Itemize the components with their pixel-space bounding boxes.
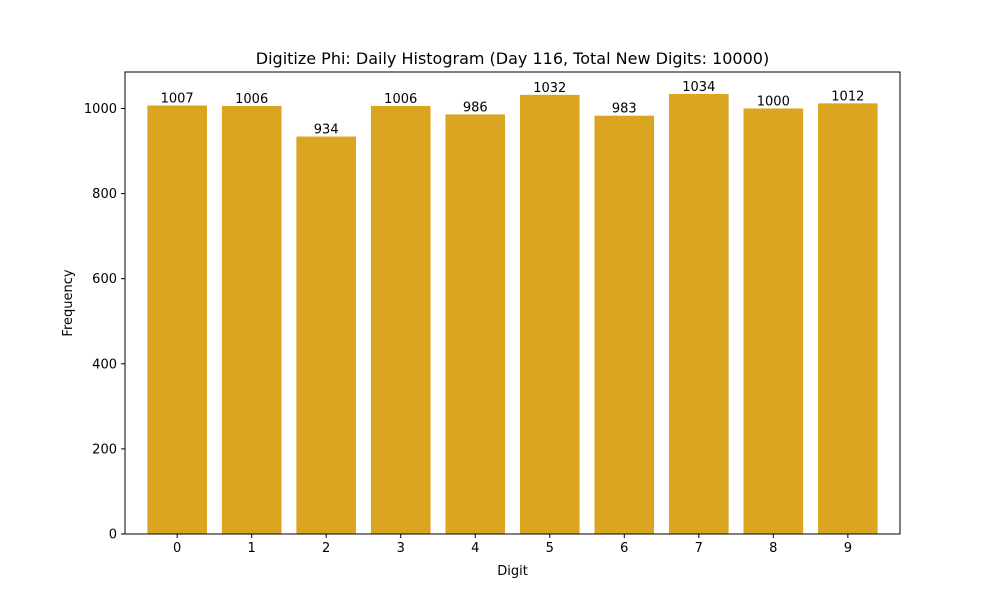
data-label-digit-1: 1006 (235, 92, 268, 107)
x-tick-label: 2 (322, 541, 330, 556)
bar-digit-3 (370, 105, 431, 535)
x-tick-label: 5 (546, 541, 554, 556)
data-label-digit-7: 1034 (682, 80, 715, 95)
bars-group (147, 94, 878, 535)
plot-frame (124, 71, 901, 535)
y-tick-label: 200 (92, 442, 117, 457)
y-tick-label: 400 (92, 357, 117, 372)
data-label-digit-8: 1000 (757, 94, 790, 109)
data-label-digit-9: 1012 (831, 89, 864, 104)
bar-digit-0 (147, 105, 207, 534)
chart-title: Digitize Phi: Daily Histogram (Day 116, … (256, 49, 769, 68)
y-tick-label: 600 (92, 272, 117, 287)
data-labels-group: 1007 1006 934 1006 986 1032 983 1034 1000 1012 (161, 80, 865, 138)
bar-digit-9 (818, 103, 878, 535)
x-tick-label: 4 (471, 541, 479, 556)
data-label-digit-0: 1007 (161, 91, 194, 106)
data-label-digit-4: 986 (463, 100, 488, 115)
bar-digit-4 (445, 114, 506, 534)
bar-digit-1 (221, 105, 282, 535)
x-tick-label: 6 (620, 541, 628, 556)
x-tick-label: 7 (695, 541, 703, 556)
x-tick-label: 9 (844, 541, 852, 556)
y-axis-label: Frequency (61, 269, 76, 336)
y-tick-label: 800 (92, 187, 117, 202)
bar-digit-2 (296, 136, 357, 534)
bar-digit-5 (519, 94, 580, 534)
bar-digit-7 (668, 94, 729, 534)
y-tick-label: 1000 (84, 102, 117, 117)
x-axis: 0 1 2 3 4 5 6 7 8 9 (173, 534, 852, 556)
x-tick-label: 3 (397, 541, 405, 556)
data-label-digit-2: 934 (314, 123, 339, 138)
y-axis: 0 200 400 600 800 1000 (84, 102, 125, 543)
y-tick-label: 0 (109, 528, 117, 543)
x-axis-label: Digit (497, 564, 528, 579)
x-tick-label: 0 (173, 541, 181, 556)
data-label-digit-3: 1006 (384, 92, 417, 107)
x-tick-label: 8 (769, 541, 777, 556)
x-tick-label: 1 (248, 541, 256, 556)
data-label-digit-6: 983 (612, 102, 637, 117)
data-label-digit-5: 1032 (533, 81, 566, 96)
bar-digit-6 (594, 115, 655, 535)
bar-digit-8 (743, 108, 804, 535)
